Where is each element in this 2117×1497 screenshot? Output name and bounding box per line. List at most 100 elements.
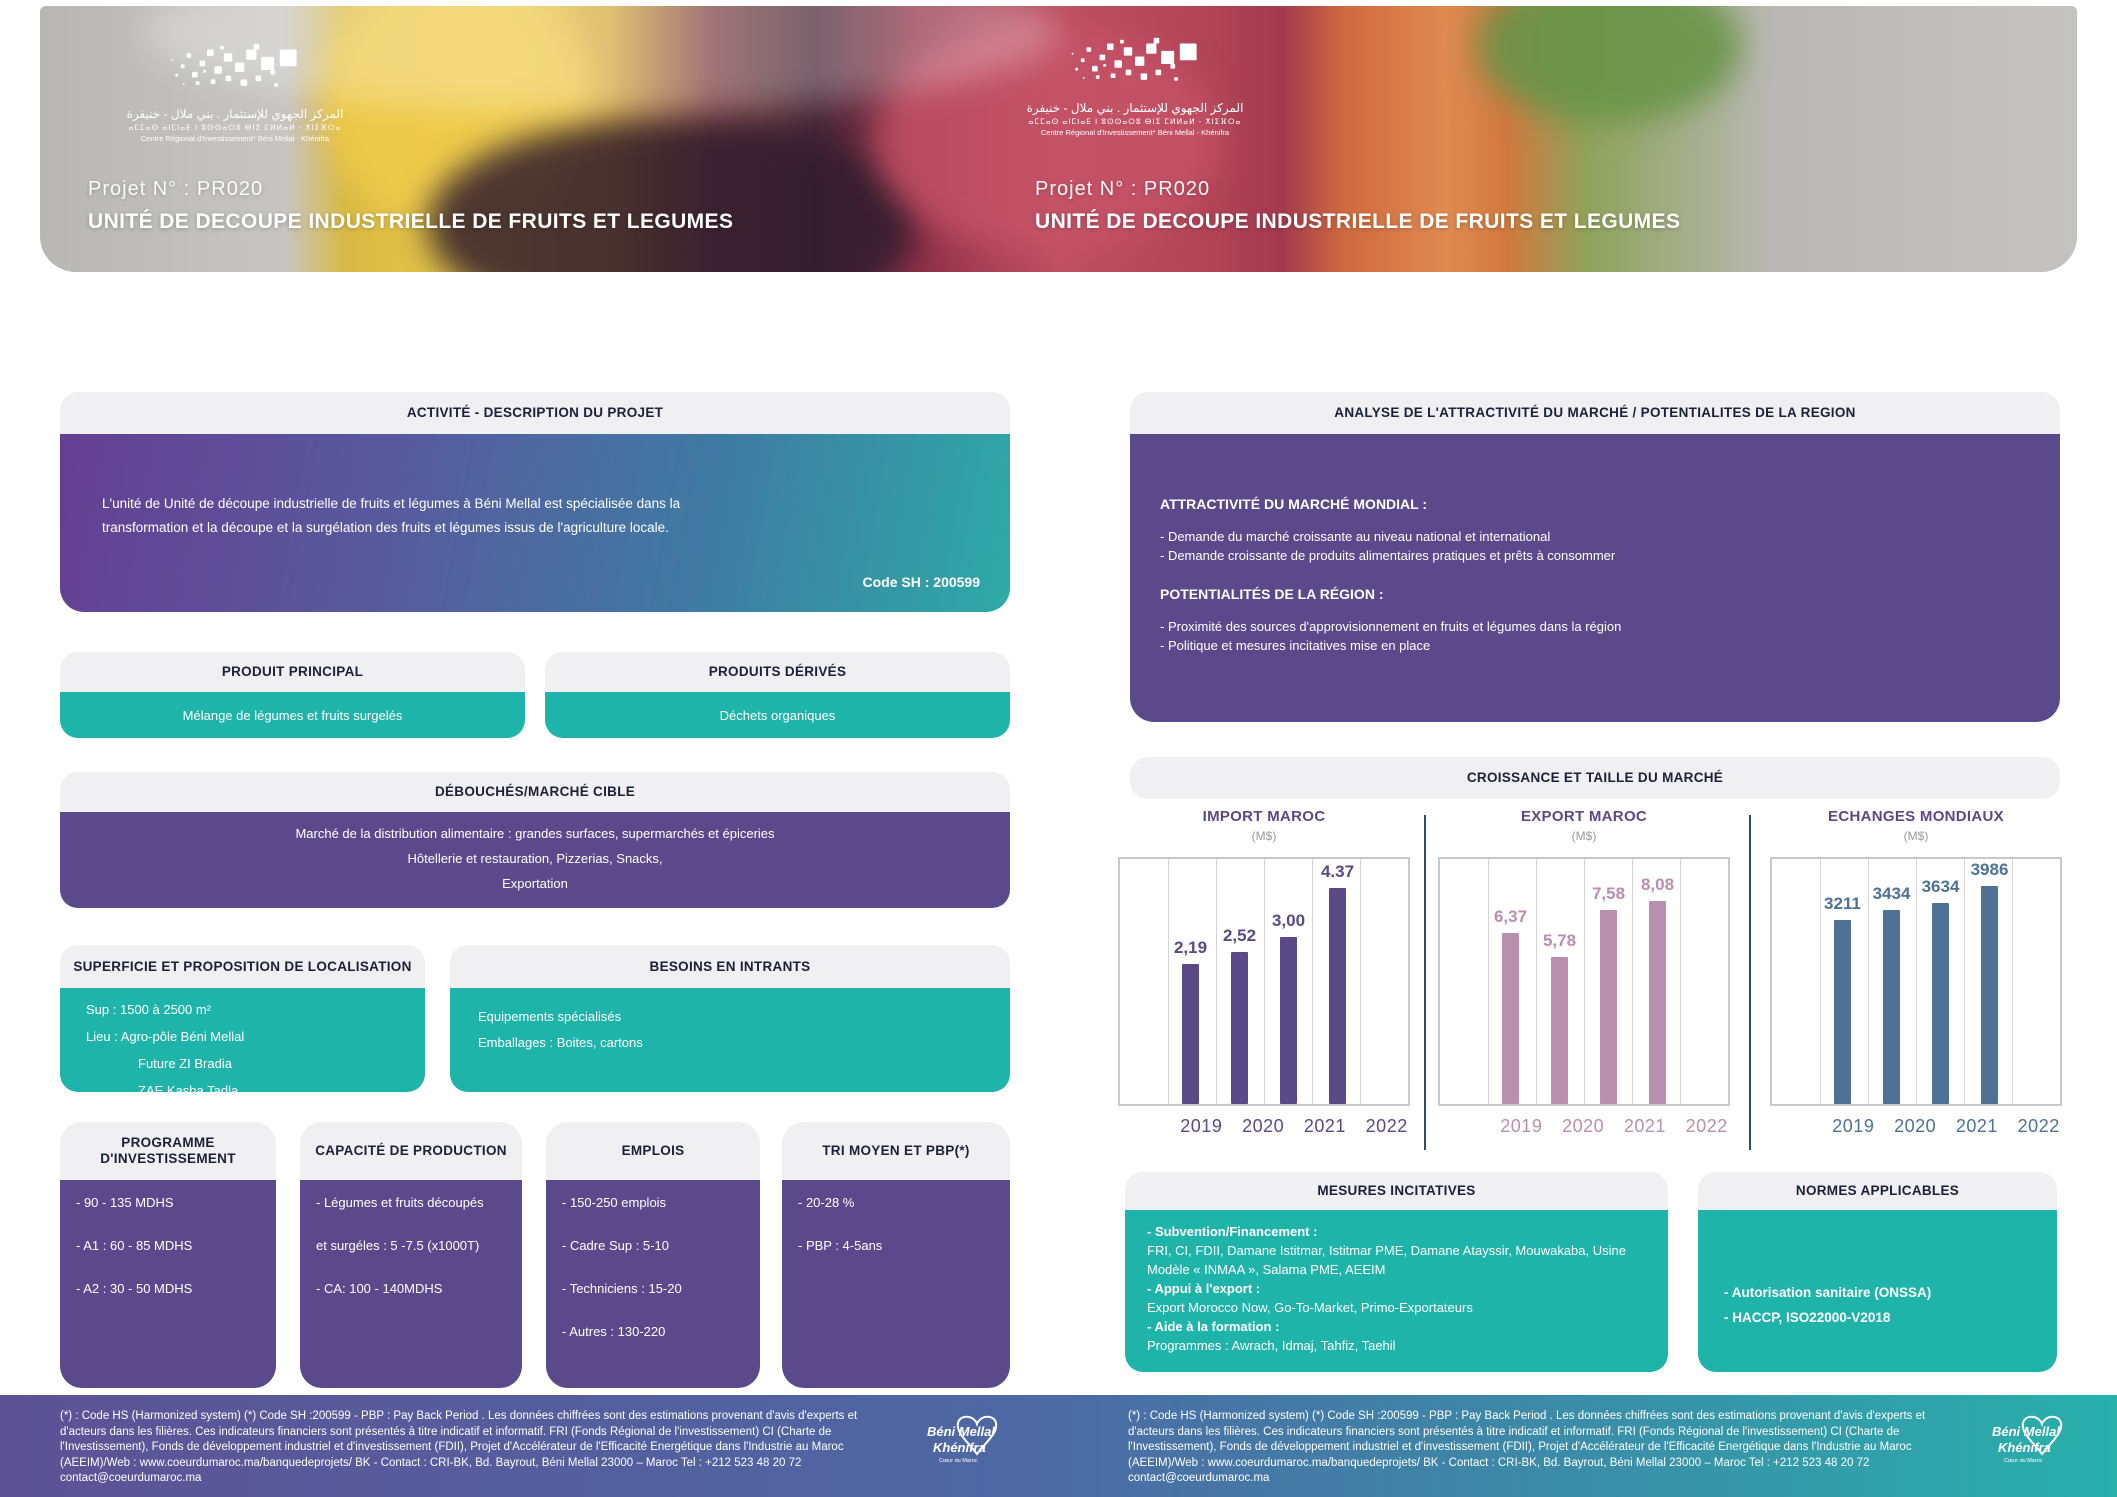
chart-gridline [1680, 859, 1681, 1104]
project-number: Projet N° : PR020 [88, 178, 264, 200]
debouches-line: Hôtellerie et restauration, Pizzerias, S… [407, 851, 663, 866]
chart-bar-2020: 5,78 [1543, 931, 1576, 1104]
cri-logo-mosaic-icon [171, 43, 297, 87]
tri-line: - 20-28 % [798, 1195, 855, 1210]
beni-mellal-khenifra-logo: Béni Mellal Khénifra Cœur du Maroc [1990, 1407, 2068, 1483]
section-title-produits-derives: PRODUITS DÉRIVÉS [545, 652, 1010, 692]
footer-disclaimer: (*) : Code HS (Harmonized system) (*) Co… [60, 1410, 858, 1484]
normes-box: - Autorisation sanitaire (ONSSA) - HACCP… [1698, 1210, 2057, 1372]
section-title-croissance: CROISSANCE ET TAILLE DU MARCHÉ [1130, 757, 2060, 799]
chart-gridline [1868, 859, 1869, 1104]
bar-chart-export: 6,37 5,78 7,58 8,08 [1438, 857, 1730, 1106]
chart-bars: 6,37 5,78 7,58 8,08 [1440, 859, 1728, 1104]
footer-bar: (*) : Code HS (Harmonized system) (*) Co… [0, 1395, 2117, 1497]
emplois-line: - 150-250 emplois [562, 1195, 667, 1210]
chart-bar-2021: 3634 [1922, 877, 1959, 1104]
cri-logo-french-text: Centre Régional d'Investissement* Béni M… [140, 134, 330, 143]
bar-value-label: 3434 [1872, 884, 1911, 904]
section-title-produit-principal: PRODUIT PRINCIPAL [60, 652, 525, 692]
project-title: UNITÉ DE DECOUPE INDUSTRIELLE DE FRUITS … [88, 210, 734, 233]
mesure-label: - Subvention/Financement : [1147, 1224, 1318, 1239]
activity-description-box: L'unité de Unité de découpe industrielle… [60, 434, 1010, 612]
emplois-line: - Techniciens : 15-20 [562, 1281, 682, 1296]
besoins-line: Equipements spécialisés [478, 1009, 622, 1024]
year-label: 2019 [1180, 1116, 1223, 1136]
activity-description-text: L'unité de Unité de découpe industrielle… [102, 496, 681, 535]
mesure-label: - Aide à la formation : [1147, 1319, 1280, 1334]
project-header-left: Projet N° : PR020 UNITÉ DE DECOUPE INDUS… [88, 178, 733, 234]
year-label: 2022 [1365, 1116, 1408, 1136]
capacite-line: et surgéles : 5 -7.5 (x1000T) [316, 1238, 480, 1253]
bar-chart-echanges: 3211 3434 3634 3986 [1770, 857, 2062, 1106]
cri-logo-french-text: Centre Régional d'Investissement* Béni M… [1040, 128, 1230, 137]
mesure-text: Programmes : Awrach, Idmaj, Tahfiz, Taeh… [1147, 1338, 1396, 1353]
project-number: Projet N° : PR020 [1035, 178, 1211, 200]
chart-gridline [1820, 859, 1821, 1104]
code-sh: Code SH : 200599 [862, 574, 981, 590]
programme-line: - A1 : 60 - 85 MDHS [76, 1238, 193, 1253]
superficie-line: ZAE Kasba Tadla [138, 1083, 239, 1098]
chart-gridline [1360, 859, 1361, 1104]
chart-x-axis-echanges: 2019 2020 2021 2022 [1770, 1116, 2117, 1137]
chart-subtitle: (M$) [1251, 829, 1277, 843]
analyse-line: - Politique et mesures incitatives mise … [1160, 638, 1431, 653]
chart-bar-2019: 6,37 [1494, 907, 1527, 1104]
debouches-box: Marché de la distribution alimentaire : … [60, 812, 1010, 908]
cri-logo-tifinagh-text: ⴰⵎⵎⴰⵙ ⴰⵏⵎⵏⴰⴹ ⵏ ⵓⵙⵙⴰⵔⵓ ⴱⵏⵉ ⵎⵍⵍⴰⵍ - ⵅⵏⵉⴼⵔⴰ [128, 123, 342, 132]
footer-disclaimer: (*) : Code HS (Harmonized system) (*) Co… [1128, 1410, 1926, 1484]
chart-gridline [1916, 859, 1917, 1104]
superficie-line: Sup : 1500 à 2500 m² [86, 1002, 212, 1017]
chart-bars: 2,19 2,52 3,00 4.37 [1120, 859, 1408, 1104]
bar-value-label: 5,78 [1542, 931, 1577, 950]
norme-line: - HACCP, ISO22000-V2018 [1724, 1310, 1891, 1325]
bar-value-label: 3211 [1824, 894, 1861, 914]
produit-principal-value: Mélange de légumes et fruits surgelés [182, 707, 403, 723]
bar-value-label: 3,00 [1271, 911, 1306, 931]
chart-bar-2021: 3,00 [1272, 911, 1305, 1104]
section-title-analyse: ANALYSE DE L'ATTRACTIVITÉ DU MARCHÉ / PO… [1130, 392, 2060, 434]
analyse-subtitle-attractivite: ATTRACTIVITÉ DU MARCHÉ MONDIAL : [1160, 496, 1428, 512]
programme-line: - A2 : 30 - 50 MDHS [76, 1281, 193, 1296]
analyse-lines: - Proximité des sources d'approvisionnem… [1160, 617, 2020, 655]
mesure-text: Export Morocco Now, Go-To-Market, Primo-… [1147, 1300, 1473, 1315]
analyse-line: - Demande du marché croissante au niveau… [1160, 529, 1551, 544]
emplois-line: - Autres : 130-220 [562, 1324, 666, 1339]
year-label: 2019 [1500, 1116, 1543, 1136]
chart-bar-2020: 2,52 [1223, 926, 1256, 1104]
mesure-text: FRI, CI, FDII, Damane Istitmar, Istitmar… [1147, 1243, 1626, 1277]
norme-line: - Autorisation sanitaire (ONSSA) [1724, 1285, 1932, 1300]
chart-gridline [2012, 859, 2013, 1104]
chart-bar-2019: 3211 [1824, 894, 1861, 1104]
chart-gridline [1312, 859, 1313, 1104]
chart-gridline [1584, 859, 1585, 1104]
chart-title: IMPORT MAROC [1202, 808, 1326, 825]
besoins-box: Equipements spécialisés Emballages : Boi… [450, 988, 1010, 1092]
chart-bar-2022: 3986 [1971, 860, 2008, 1104]
chart-subtitle: (M$) [1903, 829, 1929, 843]
programme-box: - 90 - 135 MDHS - A1 : 60 - 85 MDHS - A2… [60, 1180, 276, 1388]
mesure-label: - Appui à l'export : [1147, 1281, 1261, 1296]
cri-logo-arabic-text: المركز الجهوي للإستثمار . بني ملال - خني… [126, 107, 344, 121]
tri-line: - PBP : 4-5ans [798, 1238, 883, 1253]
chart-gridline [1964, 859, 1965, 1104]
superficie-line: Future ZI Bradia [138, 1056, 232, 1071]
section-title-emplois: EMPLOIS [546, 1122, 760, 1180]
bar-chart-import: 2,19 2,52 3,00 4.37 [1118, 857, 1410, 1106]
beni-mellal-khenifra-logo: Béni Mellal Khénifra Cœur du Maroc [925, 1407, 1003, 1483]
raspberries-photo-region [875, 27, 1222, 254]
section-title-tri: TRI MOYEN ET PBP(*) [782, 1122, 1010, 1180]
programme-line: - 90 - 135 MDHS [76, 1195, 174, 1210]
bar-value-label: 4.37 [1320, 862, 1355, 882]
chart-gridline [1264, 859, 1265, 1104]
chart-bar-2022: 8,08 [1641, 875, 1674, 1104]
chart-header-import: IMPORT MAROC (M$) [1118, 808, 1410, 843]
debouches-line: Marché de la distribution alimentaire : … [295, 826, 775, 841]
emplois-line: - Cadre Sup : 5-10 [562, 1238, 669, 1253]
year-label: 2019 [1832, 1116, 1875, 1136]
chart-bar-2020: 3434 [1873, 884, 1910, 1104]
chart-bar-2022: 4.37 [1321, 862, 1354, 1104]
superficie-box: Sup : 1500 à 2500 m² Lieu : Agro-pôle Bé… [60, 988, 425, 1098]
analyse-lines: - Demande du marché croissante au niveau… [1160, 527, 2020, 565]
emplois-box: - 150-250 emplois - Cadre Sup : 5-10 - T… [546, 1180, 760, 1388]
